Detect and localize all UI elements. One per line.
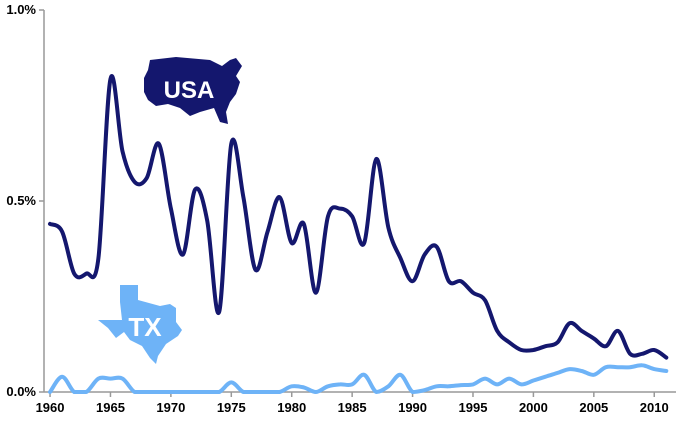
x-ticks: 1960 1965 1970 1975 1980 1985 1990 1995 2000 2005… bbox=[36, 392, 669, 415]
x-tick-label: 1980 bbox=[277, 400, 306, 415]
x-tick-label: 2000 bbox=[519, 400, 548, 415]
usa-label: USA bbox=[164, 77, 215, 104]
x-tick-label: 1975 bbox=[217, 400, 246, 415]
series bbox=[48, 74, 669, 394]
x-tick-label: 1965 bbox=[96, 400, 125, 415]
y-tick-label: 1.0% bbox=[6, 2, 36, 17]
x-tick-label: 1960 bbox=[36, 400, 65, 415]
y-tick-label: 0.0% bbox=[6, 384, 36, 399]
x-tick-label: 1990 bbox=[398, 400, 427, 415]
x-tick-label: 1995 bbox=[459, 400, 488, 415]
tx-map-badge: TX bbox=[98, 285, 182, 364]
texas-map-icon bbox=[98, 285, 182, 364]
y-tick-label: 0.5% bbox=[6, 193, 36, 208]
usa-series-line bbox=[48, 74, 669, 360]
usa-map-badge: USA bbox=[144, 57, 242, 124]
tx-series-line bbox=[48, 363, 669, 394]
us-map-icon bbox=[144, 57, 242, 124]
y-ticks: 0.0% 0.5% 1.0% bbox=[6, 2, 44, 399]
x-tick-label: 1985 bbox=[338, 400, 367, 415]
x-tick-label: 2005 bbox=[579, 400, 608, 415]
x-tick-label: 2010 bbox=[640, 400, 669, 415]
x-tick-label: 1970 bbox=[156, 400, 185, 415]
tx-label: TX bbox=[128, 312, 162, 342]
